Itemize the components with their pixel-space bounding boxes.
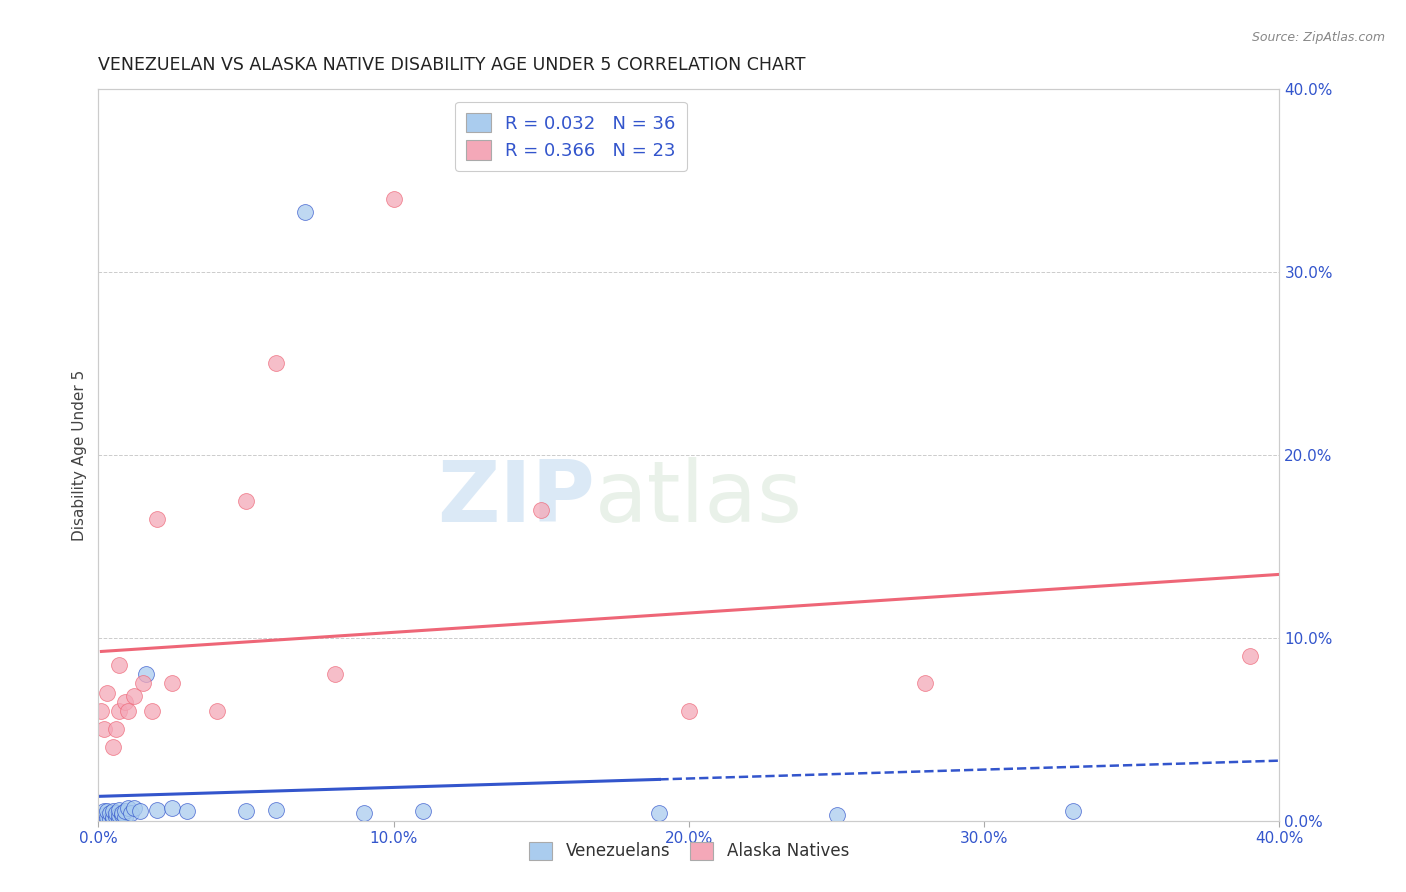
Point — [108, 658, 131, 673]
Point — [105, 723, 128, 737]
Legend: Venezuelans, Alaska Natives: Venezuelans, Alaska Natives — [522, 835, 856, 867]
Point — [108, 803, 131, 817]
Point — [98, 806, 121, 821]
Point — [93, 805, 115, 819]
Point — [117, 801, 139, 815]
Point — [176, 805, 198, 819]
Point — [235, 493, 257, 508]
Point — [111, 806, 134, 821]
Point — [90, 704, 112, 718]
Text: ZIP: ZIP — [437, 458, 595, 541]
Text: atlas: atlas — [595, 458, 803, 541]
Point — [530, 502, 553, 516]
Point — [93, 808, 115, 822]
Point — [132, 676, 155, 690]
Text: Source: ZipAtlas.com: Source: ZipAtlas.com — [1251, 31, 1385, 45]
Point — [96, 685, 118, 699]
Point — [103, 805, 125, 819]
Point — [103, 812, 125, 826]
Point — [678, 704, 700, 718]
Point — [122, 801, 145, 815]
Point — [120, 806, 142, 821]
Point — [135, 667, 157, 681]
Point — [96, 814, 118, 828]
Point — [103, 810, 125, 824]
Point — [264, 803, 287, 817]
Point — [323, 667, 346, 681]
Text: VENEZUELAN VS ALASKA NATIVE DISABILITY AGE UNDER 5 CORRELATION CHART: VENEZUELAN VS ALASKA NATIVE DISABILITY A… — [98, 56, 806, 74]
Point — [264, 356, 287, 371]
Point — [111, 808, 134, 822]
Point — [1062, 805, 1084, 819]
Point — [146, 512, 169, 526]
Point — [162, 676, 183, 690]
Point — [114, 810, 136, 824]
Point — [98, 812, 121, 826]
Point — [141, 704, 163, 718]
Point — [648, 806, 671, 821]
Point — [122, 690, 145, 704]
Point — [108, 704, 131, 718]
Point — [382, 192, 405, 206]
Point — [412, 805, 434, 819]
Point — [103, 740, 125, 755]
Point — [146, 803, 169, 817]
Point — [825, 808, 848, 822]
Point — [294, 204, 316, 219]
Point — [128, 805, 150, 819]
Point — [105, 806, 128, 821]
Point — [114, 805, 136, 819]
Point — [93, 723, 115, 737]
Point — [108, 808, 131, 822]
Point — [114, 695, 136, 709]
Point — [914, 676, 936, 690]
Y-axis label: Disability Age Under 5: Disability Age Under 5 — [72, 369, 87, 541]
Point — [96, 810, 118, 824]
Point — [1239, 649, 1261, 664]
Point — [108, 812, 131, 826]
Point — [117, 704, 139, 718]
Point — [96, 805, 118, 819]
Point — [235, 805, 257, 819]
Point — [90, 810, 112, 824]
Point — [162, 801, 183, 815]
Point — [353, 806, 375, 821]
Point — [205, 704, 228, 718]
Point — [105, 810, 128, 824]
